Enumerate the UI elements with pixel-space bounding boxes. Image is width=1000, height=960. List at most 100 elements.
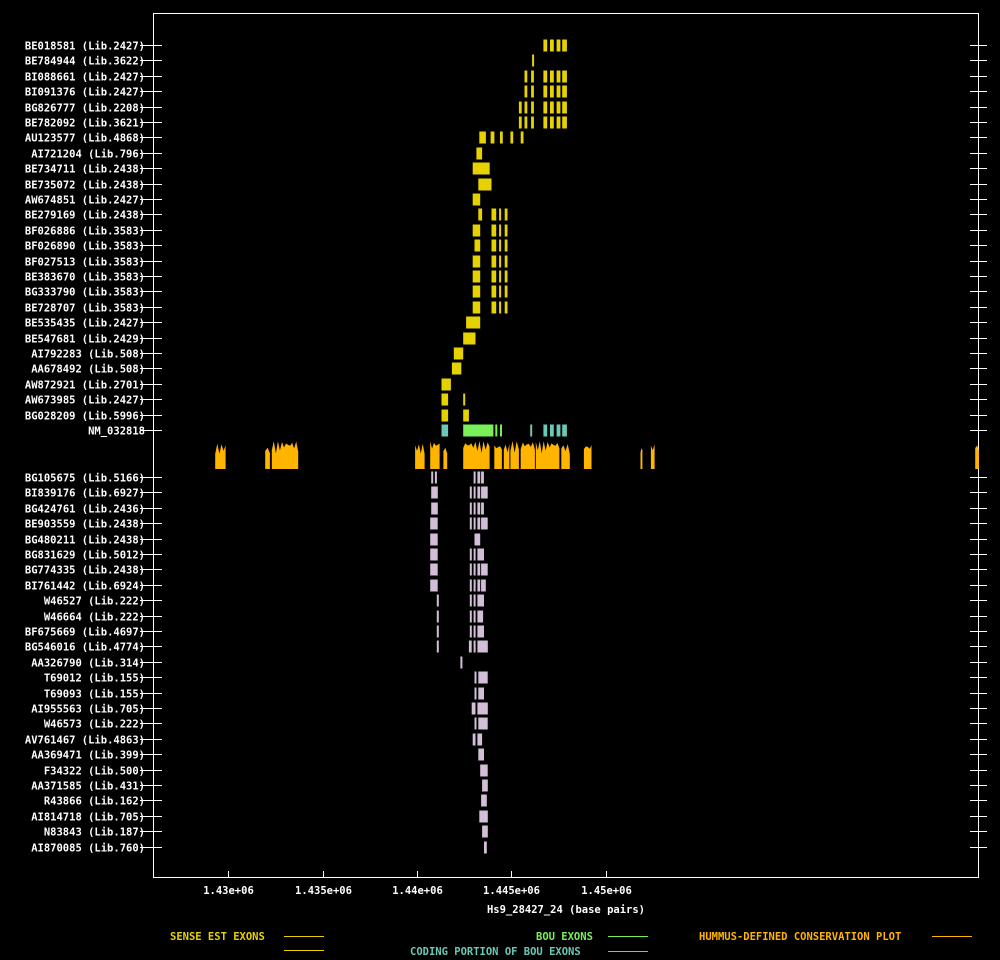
sense-est-exon — [532, 54, 535, 67]
antisense-est-exon — [469, 610, 472, 623]
sense-est-label: AW674851 (Lib.2427) — [25, 195, 145, 207]
conservation-peak — [415, 443, 425, 469]
sense-est-exon — [556, 39, 561, 52]
sense-est-label: BF026886 (Lib.3583) — [25, 226, 145, 238]
antisense-est-exon — [430, 579, 438, 592]
antisense-est-exon — [477, 610, 484, 623]
sense-est-exon — [472, 162, 490, 175]
sense-est-label: BE782092 (Lib.3621) — [25, 118, 145, 130]
antisense-est-exon — [481, 563, 488, 576]
sense-est-label: BI088661 (Lib.2427) — [25, 72, 145, 84]
antisense-est-exon — [481, 486, 488, 499]
sense-est-exon — [543, 85, 548, 98]
antisense-est-label: AV761467 (Lib.4863) — [25, 735, 145, 747]
antisense-est-exon — [484, 841, 487, 854]
antisense-est-label: F34322 (Lib.500) — [44, 766, 145, 778]
sense-est-exon — [499, 301, 502, 314]
sense-est-exon — [531, 116, 534, 129]
sense-est-exon — [472, 224, 481, 237]
x-tick-label: 1.435e+06 — [295, 885, 352, 897]
sense-est-label: BE018581 (Lib.2427) — [25, 41, 145, 53]
sense-est-exon — [491, 270, 497, 283]
sense-est-exon — [478, 208, 483, 221]
antisense-est-label: BG480211 (Lib.2438) — [25, 535, 145, 547]
sense-est-label: BE279169 (Lib.2438) — [25, 210, 145, 222]
sense-est-exon — [518, 101, 522, 114]
antisense-est-exon — [481, 517, 488, 530]
conservation-peak — [271, 441, 299, 469]
sense-est-label: BE728707 (Lib.3583) — [25, 303, 145, 315]
antisense-est-label: BG831629 (Lib.5012) — [25, 550, 145, 562]
antisense-est-label: N83843 (Lib.187) — [44, 827, 145, 839]
sense-est-exon — [491, 285, 497, 298]
antisense-est-label: AA369471 (Lib.399) — [31, 750, 145, 762]
antisense-est-label: BF675669 (Lib.4697) — [25, 627, 145, 639]
sense-est-exon — [524, 85, 528, 98]
sense-est-exon — [504, 270, 508, 283]
antisense-est-exon — [434, 471, 437, 484]
antisense-est-exon — [436, 625, 439, 638]
antisense-est-exon — [431, 486, 438, 499]
bou-track-exon — [556, 424, 561, 437]
sense-est-exon — [463, 332, 476, 345]
sense-est-exon — [543, 101, 548, 114]
sense-est-exon — [556, 101, 561, 114]
sense-est-exon — [562, 85, 567, 98]
sense-est-exon — [479, 131, 486, 144]
antisense-est-label: BE903559 (Lib.2438) — [25, 519, 145, 531]
antisense-est-exon — [431, 502, 438, 515]
sense-est-exon — [499, 285, 502, 298]
antisense-est-exon — [481, 794, 487, 807]
antisense-est-exon — [481, 471, 484, 484]
antisense-est-exon — [478, 687, 484, 700]
antisense-est-exon — [473, 563, 476, 576]
sense-est-exon — [518, 116, 522, 129]
sense-est-label: AW673985 (Lib.2427) — [25, 395, 145, 407]
sense-est-exon — [524, 70, 528, 83]
x-tick-label: 1.445e+06 — [483, 885, 540, 897]
sense-est-label: BF027513 (Lib.3583) — [25, 257, 145, 269]
bou-track-exon — [543, 424, 548, 437]
sense-est-exon — [490, 131, 495, 144]
conservation-peak — [583, 445, 592, 469]
antisense-est-exon — [477, 502, 481, 515]
antisense-est-exon — [477, 702, 488, 715]
antisense-est-exon — [477, 579, 481, 592]
sense-est-exon — [562, 116, 567, 129]
conservation-peak — [494, 445, 502, 469]
antisense-est-exon — [469, 502, 472, 515]
sense-est-exon — [491, 224, 497, 237]
conservation-peak — [640, 448, 643, 469]
sense-est-label: AI792283 (Lib.508) — [31, 349, 145, 361]
plot-frame — [153, 13, 979, 878]
antisense-est-exon — [474, 687, 477, 700]
sense-est-exon — [504, 285, 508, 298]
conservation-peak — [975, 445, 979, 469]
conservation-peak — [503, 443, 510, 469]
sense-est-exon — [441, 409, 449, 422]
legend-coding-label: CODING PORTION OF BOU EXONS — [410, 946, 581, 958]
sense-est-exon — [550, 39, 554, 52]
sense-est-label: BE547681 (Lib.2429) — [25, 334, 145, 346]
antisense-est-exon — [474, 717, 477, 730]
antisense-est-exon — [481, 579, 486, 592]
conservation-peak — [650, 444, 655, 469]
antisense-est-label: BI839176 (Lib.6927) — [25, 488, 145, 500]
sense-est-exon — [472, 270, 481, 283]
antisense-est-label: W46573 (Lib.222) — [44, 719, 145, 731]
x-tick-label: 1.45e+06 — [581, 885, 632, 897]
antisense-est-label: R43866 (Lib.162) — [44, 796, 145, 808]
sense-est-exon — [543, 70, 548, 83]
sense-est-exon — [524, 116, 528, 129]
sense-est-exon — [466, 316, 481, 329]
bou-track-exon — [530, 424, 533, 437]
sense-est-label: AW872921 (Lib.2701) — [25, 380, 145, 392]
sense-est-exon — [520, 131, 524, 144]
antisense-est-exon — [430, 517, 438, 530]
antisense-est-exon — [473, 625, 476, 638]
sense-est-exon — [550, 116, 554, 129]
antisense-est-exon — [477, 471, 481, 484]
antisense-est-label: BG424761 (Lib.2436) — [25, 504, 145, 516]
